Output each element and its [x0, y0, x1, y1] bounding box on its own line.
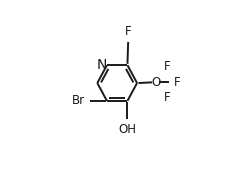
- Text: O: O: [150, 76, 159, 89]
- Text: F: F: [163, 61, 170, 74]
- Text: F: F: [163, 91, 170, 104]
- Text: F: F: [124, 25, 131, 38]
- Text: N: N: [96, 57, 107, 72]
- Text: OH: OH: [118, 124, 136, 137]
- Text: F: F: [173, 76, 180, 89]
- Text: Br: Br: [71, 94, 85, 107]
